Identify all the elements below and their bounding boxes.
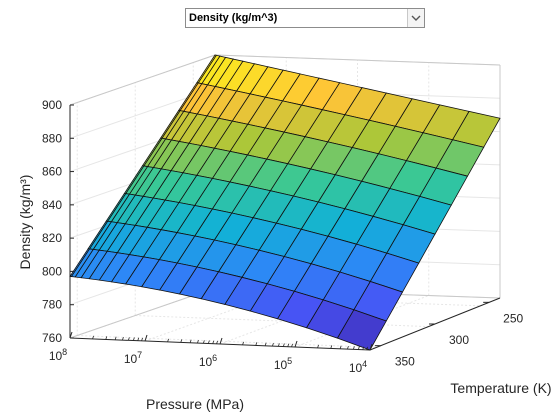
x-minor-tick xyxy=(366,346,368,350)
x-minor-tick xyxy=(127,337,130,341)
x-minor-tick xyxy=(283,343,285,347)
tick-labels: 760 780 800 820 840 860 880 900 108 107 106 105 104 2… xyxy=(42,98,524,375)
x-minor-tick xyxy=(330,345,333,349)
x-minor-tick xyxy=(255,342,258,346)
chevron-down-icon xyxy=(407,9,424,27)
x-minor-tick xyxy=(347,345,349,350)
box-edge xyxy=(214,54,501,66)
x-axis-title: Pressure (MPa) xyxy=(146,396,244,412)
x-minor-tick xyxy=(339,345,342,349)
box-edge xyxy=(69,54,216,106)
x-minor-tick xyxy=(137,337,140,341)
x-minor-tick xyxy=(180,339,183,343)
x-minor-tick xyxy=(287,343,290,347)
x-tick xyxy=(144,334,148,342)
x-tick-exponent: 7 xyxy=(137,350,142,360)
x-tick-exponent: 6 xyxy=(212,353,217,363)
x-minor-tick xyxy=(358,346,360,350)
tick-marks xyxy=(69,104,490,351)
x-tick-exponent: 5 xyxy=(287,356,292,366)
z-tick-label: 760 xyxy=(42,331,62,345)
x-tick-label: 107 xyxy=(124,350,142,366)
x-tick-exponent: 8 xyxy=(62,347,67,357)
x-minor-tick xyxy=(92,335,94,340)
y-tick-label: 300 xyxy=(449,333,469,347)
z-tick-label: 900 xyxy=(42,98,62,112)
x-minor-tick xyxy=(105,336,108,340)
surface-patch xyxy=(69,248,91,278)
z-tick-label: 820 xyxy=(42,231,62,245)
x-minor-tick xyxy=(317,344,319,349)
z-tick-label: 840 xyxy=(42,198,62,212)
y-axis-title: Temperature (K) xyxy=(450,380,551,396)
property-dropdown[interactable]: Density (kg/m^3) xyxy=(185,8,425,28)
x-minor-tick xyxy=(122,336,124,341)
x-minor-tick xyxy=(291,343,293,347)
x-minor-tick xyxy=(114,336,117,340)
y-tick-label: 250 xyxy=(503,311,523,325)
z-tick-label: 800 xyxy=(42,264,62,278)
x-minor-tick xyxy=(141,337,143,341)
x-minor-tick xyxy=(352,346,355,350)
z-tick-label: 860 xyxy=(42,165,62,179)
z-tick-label: 880 xyxy=(42,131,62,145)
x-minor-tick xyxy=(242,341,244,346)
x-minor-tick xyxy=(264,342,267,346)
x-minor-tick xyxy=(216,340,218,344)
x-tick-exponent: 4 xyxy=(362,359,367,369)
z-axis-title: Density (kg/m³) xyxy=(17,175,33,270)
property-dropdown-label: Density (kg/m^3) xyxy=(189,12,278,24)
x-minor-tick xyxy=(212,340,215,344)
x-tick-label: 106 xyxy=(199,353,217,369)
x-minor-tick xyxy=(133,337,135,341)
x-minor-tick xyxy=(189,339,192,343)
x-tick xyxy=(69,331,73,339)
x-tick xyxy=(369,343,373,351)
x-minor-tick xyxy=(277,343,280,347)
x-minor-tick xyxy=(272,342,274,347)
x-tick xyxy=(219,337,223,345)
x-minor-tick xyxy=(362,346,365,350)
z-tick-label: 780 xyxy=(42,298,62,312)
x-minor-tick xyxy=(197,339,199,344)
y-tick-label: 350 xyxy=(395,355,415,369)
x-tick xyxy=(294,340,298,348)
x-minor-tick xyxy=(208,340,210,344)
x-tick-label: 105 xyxy=(274,356,292,372)
density-surface xyxy=(69,54,501,351)
x-minor-tick xyxy=(167,338,169,343)
x-tick-label: 104 xyxy=(349,359,367,375)
x-tick-label: 108 xyxy=(49,347,67,363)
x-minor-tick xyxy=(202,340,205,344)
floor-gridline xyxy=(77,335,377,348)
